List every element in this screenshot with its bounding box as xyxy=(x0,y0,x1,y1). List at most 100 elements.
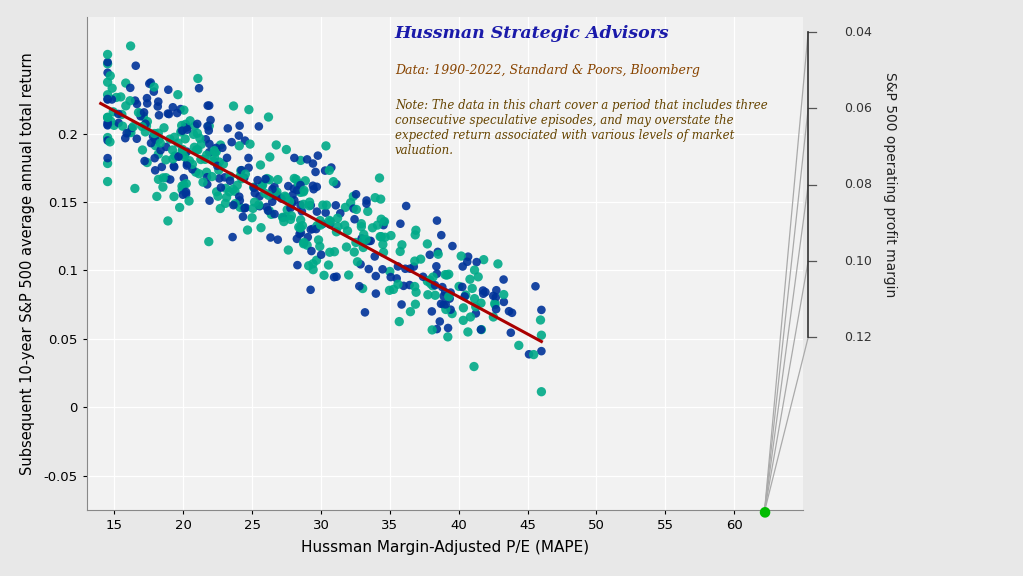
Point xyxy=(179,123,195,132)
Point xyxy=(197,155,214,164)
Point xyxy=(181,156,197,165)
Point xyxy=(286,174,303,183)
Point xyxy=(141,79,158,88)
Point xyxy=(99,118,116,127)
Point xyxy=(207,146,223,155)
Point xyxy=(102,71,119,81)
Point xyxy=(142,78,159,87)
Point xyxy=(321,216,338,225)
Point xyxy=(218,192,234,202)
Point xyxy=(177,150,193,160)
Point xyxy=(135,112,151,121)
Point xyxy=(469,257,485,267)
Point xyxy=(348,238,364,247)
Point xyxy=(199,122,216,131)
Point xyxy=(225,101,241,111)
Point xyxy=(475,286,491,295)
Point xyxy=(176,180,192,190)
Text: S&P 500 operating profit margin: S&P 500 operating profit margin xyxy=(883,72,897,297)
Point xyxy=(407,300,424,309)
Point xyxy=(361,236,377,245)
Point xyxy=(397,264,413,274)
Point xyxy=(215,160,231,169)
Point xyxy=(113,92,129,101)
Point xyxy=(99,59,116,69)
Point xyxy=(123,41,139,51)
Point xyxy=(227,187,243,196)
Point xyxy=(208,143,224,153)
Point xyxy=(165,145,181,154)
Point xyxy=(150,128,167,138)
Point xyxy=(346,248,362,257)
Point xyxy=(503,308,520,317)
Point xyxy=(143,138,160,147)
Point xyxy=(158,173,174,182)
Point xyxy=(473,298,489,308)
Point xyxy=(461,275,478,284)
Point xyxy=(389,274,405,283)
Point xyxy=(303,225,319,234)
Point xyxy=(373,215,390,224)
Point xyxy=(122,84,138,93)
Point xyxy=(174,126,190,135)
Point xyxy=(259,174,275,183)
Point xyxy=(174,121,190,130)
Point xyxy=(303,247,319,256)
Point xyxy=(391,317,407,326)
Point xyxy=(236,203,253,213)
Point xyxy=(309,182,325,191)
Point xyxy=(134,145,150,154)
Point xyxy=(243,213,260,222)
Point xyxy=(241,139,258,149)
Point xyxy=(153,162,170,172)
Point xyxy=(488,293,504,302)
Point xyxy=(343,198,359,207)
Point xyxy=(119,128,135,138)
Point xyxy=(199,180,216,189)
Point xyxy=(354,234,370,243)
Point xyxy=(477,287,493,297)
Point xyxy=(339,242,355,252)
Point xyxy=(495,275,512,284)
Point xyxy=(118,78,134,88)
Point xyxy=(110,109,127,119)
Point xyxy=(161,85,177,94)
Point xyxy=(438,300,454,309)
Point xyxy=(239,225,256,234)
Point xyxy=(145,87,162,96)
Point xyxy=(202,139,218,149)
Point xyxy=(402,264,418,273)
Point xyxy=(281,197,298,206)
Point xyxy=(137,127,153,137)
Point xyxy=(178,190,194,199)
Point xyxy=(329,214,346,223)
Point xyxy=(102,116,119,126)
Point xyxy=(355,243,371,252)
Point xyxy=(121,128,137,137)
Point xyxy=(139,117,155,126)
Point xyxy=(106,121,123,130)
Point xyxy=(235,212,252,221)
Point xyxy=(337,221,353,230)
Point xyxy=(303,285,319,294)
Point xyxy=(181,196,197,206)
Point xyxy=(108,93,125,102)
Text: ●: ● xyxy=(758,505,770,518)
Point xyxy=(502,328,519,338)
Point xyxy=(297,176,313,185)
Point xyxy=(347,215,363,224)
Point xyxy=(104,84,121,93)
Point xyxy=(454,282,471,291)
Point xyxy=(303,201,319,210)
Point xyxy=(455,316,472,325)
Point xyxy=(443,288,459,297)
Point xyxy=(166,162,182,172)
Point xyxy=(192,155,209,164)
Point xyxy=(146,129,163,138)
Point xyxy=(300,233,316,242)
Point xyxy=(442,294,458,303)
Point xyxy=(427,281,443,290)
Point xyxy=(186,122,203,131)
Point xyxy=(386,285,402,294)
Point xyxy=(345,192,361,201)
